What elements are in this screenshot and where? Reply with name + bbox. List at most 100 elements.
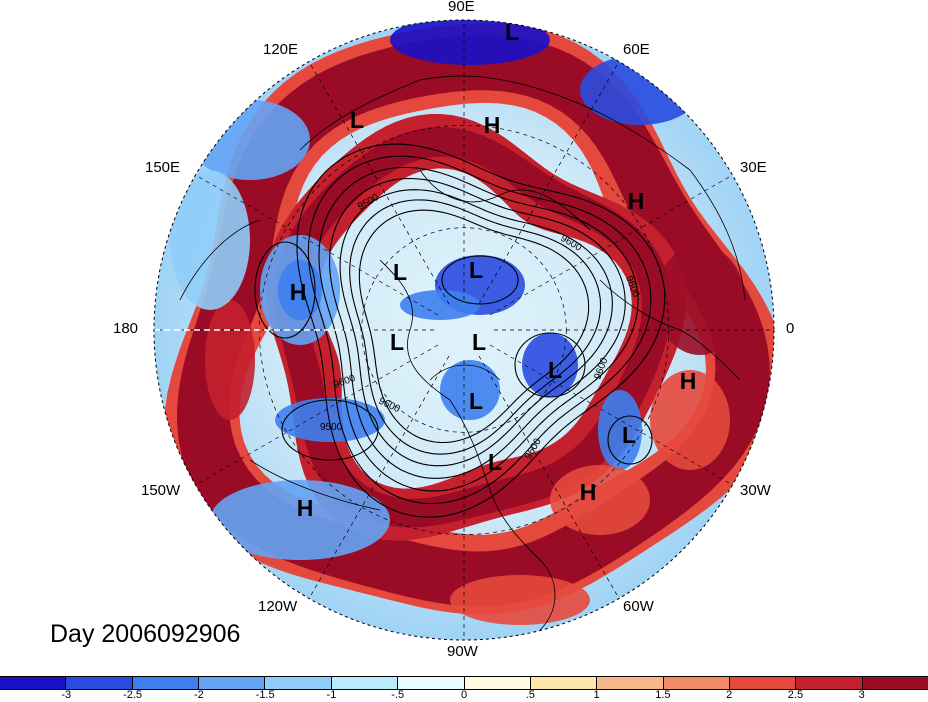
colorbar-tick-label: 0	[460, 689, 468, 701]
colorbar-box	[0, 677, 66, 689]
shade-blob	[275, 398, 385, 442]
colorbar-tick-label: 3	[858, 689, 865, 701]
colorbar-box	[596, 677, 663, 689]
coastline	[539, 559, 556, 631]
height-contour	[349, 199, 602, 455]
coastline	[449, 399, 541, 561]
coastline	[689, 169, 746, 301]
colorbar-tick-label: 1.5	[655, 689, 671, 701]
meridian-line	[308, 355, 450, 599]
height-contour	[514, 332, 586, 398]
meridian-line	[478, 61, 620, 305]
colorbar-box	[397, 677, 464, 689]
lon-label-150w: 150W	[141, 482, 181, 499]
lon-label-180: 180	[113, 320, 139, 337]
shade-blob	[440, 360, 500, 420]
lon-label-60w: 60W	[623, 598, 654, 615]
colorbar-box	[463, 677, 530, 689]
shade-blob	[550, 465, 650, 535]
high-pressure-marker: H	[484, 112, 501, 138]
height-contour	[607, 415, 653, 465]
low-pressure-marker: L	[350, 107, 364, 133]
height-contour	[307, 155, 652, 505]
shade-blob	[598, 390, 642, 470]
height-contour	[281, 399, 379, 461]
height-contour	[358, 209, 590, 444]
colorbar-labels: -3 -2.5 -2 -1.5 -1 -.5 0 .5 1 1.5 2 2.5 3	[0, 689, 928, 702]
coastline	[429, 364, 501, 381]
height-contour	[328, 177, 626, 479]
colorbar-tick-label: -2	[193, 689, 204, 701]
shade-blob	[580, 55, 700, 125]
shade-blob	[205, 300, 255, 420]
contour-label: 9500	[320, 422, 343, 433]
coastline	[179, 219, 261, 301]
colorbar-box	[529, 677, 597, 689]
meridian-line	[489, 344, 733, 486]
low-pressure-marker: L	[390, 329, 404, 355]
height-contour	[339, 189, 613, 467]
shade-blob	[655, 245, 745, 355]
low-pressure-marker: L	[505, 19, 519, 45]
low-pressure-marker: L	[622, 422, 636, 448]
lon-label-120e: 120E	[263, 41, 299, 58]
lon-label-90w: 90W	[447, 643, 478, 660]
high-pressure-marker: H	[297, 495, 314, 521]
high-pressure-marker: H	[580, 479, 597, 505]
colorbar	[0, 676, 928, 690]
lat-lon-grid	[154, 20, 774, 640]
colorbar-tick-label: -2.5	[123, 689, 143, 701]
map-disk	[154, 20, 774, 640]
colorbar-box	[861, 677, 928, 689]
low-pressure-marker: L	[393, 259, 407, 285]
low-pressure-marker: L	[469, 257, 483, 283]
low-pressure-marker: L	[472, 329, 486, 355]
low-pressure-marker: L	[548, 357, 562, 383]
colorbar-tick-label: -.5	[391, 689, 405, 701]
colorbar-box	[131, 677, 199, 689]
low-pressure-marker: L	[469, 388, 483, 414]
colorbar-tick-label: 1	[593, 689, 600, 701]
high-pressure-marker: H	[628, 188, 645, 214]
shade-blob	[190, 100, 310, 180]
shade-blob	[390, 20, 550, 65]
colorbar-box	[795, 677, 862, 689]
meridian-line	[195, 174, 439, 316]
lon-label-90e: 90E	[448, 0, 475, 15]
shade-blob	[210, 480, 390, 560]
meridian-line	[308, 61, 450, 305]
shade-blob	[450, 575, 590, 625]
lon-label-0: 0	[786, 320, 795, 337]
shade-band	[177, 35, 770, 607]
colorbar-box	[198, 677, 265, 689]
colorbar-box	[662, 677, 729, 689]
shade-blob	[650, 370, 730, 470]
meridian-line	[195, 344, 439, 486]
coastline	[299, 75, 691, 171]
shade-blob	[170, 170, 250, 310]
coastline	[419, 169, 591, 231]
height-contour	[296, 143, 666, 518]
lon-label-60e: 60E	[623, 41, 650, 58]
coastline	[249, 459, 381, 511]
high-pressure-marker: H	[680, 368, 697, 394]
height-contour	[254, 241, 316, 339]
lon-label-150e: 150E	[145, 159, 181, 176]
colorbar-box	[264, 677, 331, 689]
shade-blob	[400, 290, 480, 320]
colorbar-box	[65, 677, 132, 689]
meridian-line	[478, 355, 620, 599]
map-border	[153, 19, 775, 641]
low-pressure-marker: L	[488, 449, 502, 475]
colorbar-tick-label: -3	[61, 689, 72, 701]
map-title: Day 2006092906	[50, 620, 241, 648]
colorbar-tick-label: 2.5	[787, 689, 804, 701]
meridian-line	[489, 174, 733, 316]
lon-label-30w: 30W	[740, 482, 771, 499]
height-contour	[441, 255, 519, 305]
high-pressure-marker: H	[290, 279, 307, 305]
pressure-markers: L L H H H L L L L L L L H L H H	[290, 19, 697, 521]
height-contour	[318, 166, 639, 492]
colorbar-tick-label: .5	[525, 689, 535, 701]
